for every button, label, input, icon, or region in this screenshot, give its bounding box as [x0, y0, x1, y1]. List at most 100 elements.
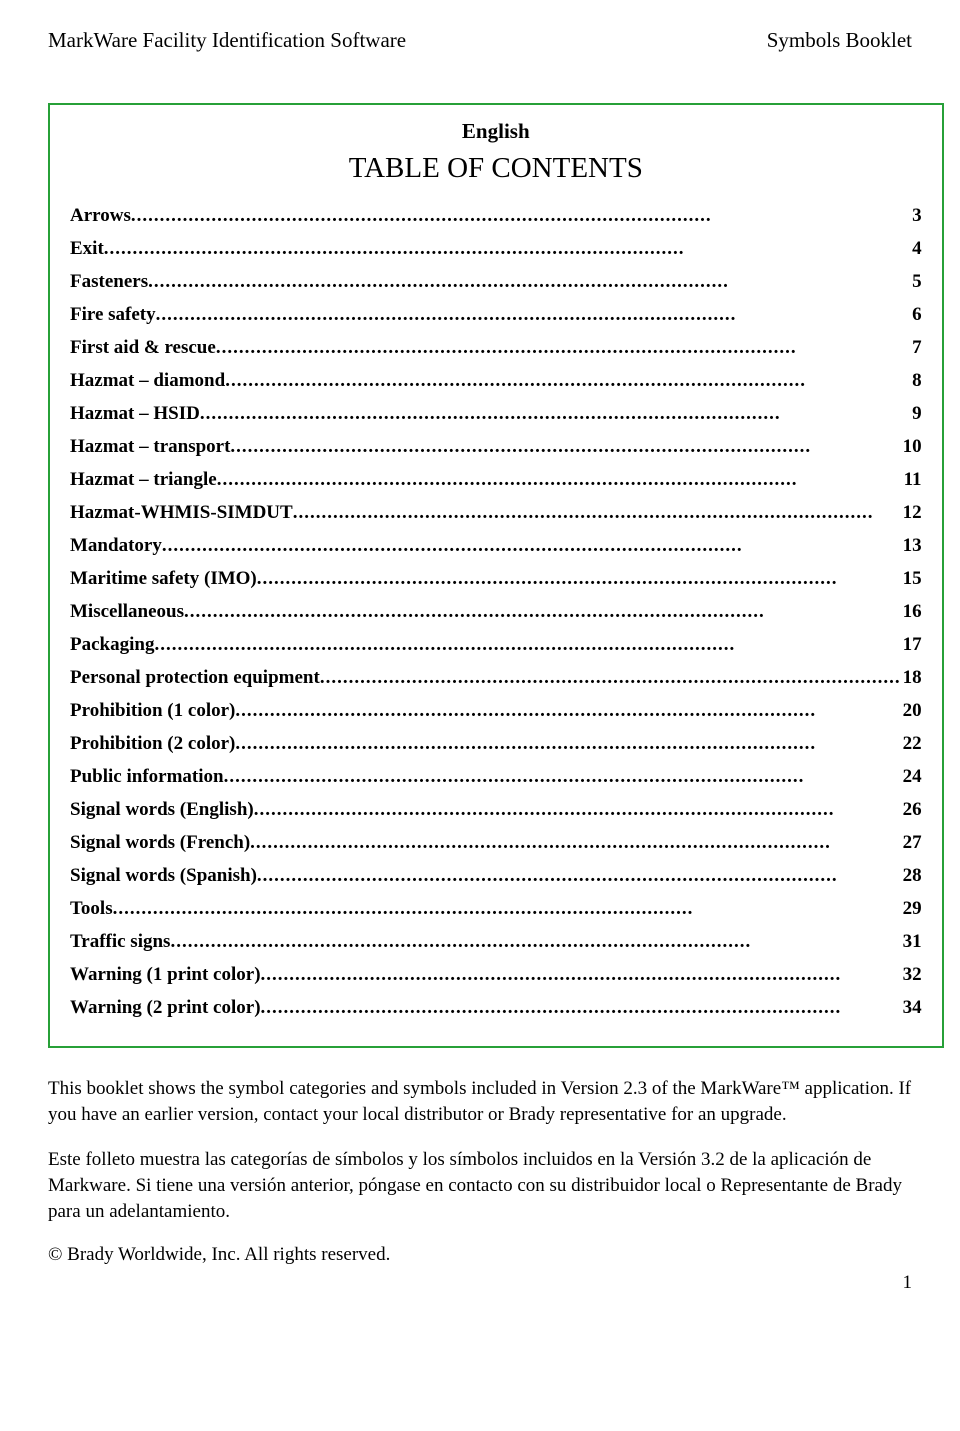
toc-columns: English TABLE OF CONTENTS Arrows 3 Exit … — [48, 103, 912, 1048]
toc-entry-page: 7 — [910, 337, 922, 359]
toc-entry-label: Hazmat – transport — [70, 436, 230, 458]
toc-entry: Arrows 3 — [70, 205, 922, 227]
toc-dots — [216, 337, 910, 359]
toc-dots — [200, 403, 910, 425]
page-number: 1 — [48, 1272, 912, 1294]
toc-entry: Hazmat – diamond 8 — [70, 370, 922, 392]
toc-entry-page: 15 — [901, 568, 922, 590]
toc-entry-page: 6 — [910, 304, 922, 326]
toc-dots — [235, 700, 900, 722]
toc-entry-label: Hazmat-WHMIS-SIMDUT — [70, 502, 293, 524]
toc-dots — [225, 370, 910, 392]
toc-dots — [257, 865, 901, 887]
toc-entry-page: 31 — [901, 931, 922, 953]
toc-dots — [261, 964, 901, 986]
toc-entry-label: First aid & rescue — [70, 337, 216, 359]
toc-entry-page: 26 — [901, 799, 922, 821]
toc-english-entries: Arrows 3 Exit 4 Fasteners 5 Fire safety … — [70, 205, 922, 1019]
toc-entry-page: 10 — [901, 436, 922, 458]
toc-dots — [184, 601, 901, 623]
toc-entry: First aid & rescue 7 — [70, 337, 922, 359]
toc-entry-label: Traffic signs — [70, 931, 170, 953]
toc-entry-label: Arrows — [70, 205, 131, 227]
toc-entry: Public information 24 — [70, 766, 922, 788]
toc-entry-label: Public information — [70, 766, 224, 788]
toc-entry-label: Hazmat – diamond — [70, 370, 225, 392]
toc-dots — [293, 502, 901, 524]
toc-dots — [235, 733, 900, 755]
toc-entry-page: 20 — [901, 700, 922, 722]
footer-paragraph-en: This booklet shows the symbol categories… — [48, 1076, 912, 1127]
toc-entry-label: Hazmat – HSID — [70, 403, 200, 425]
page-header: MarkWare Facility Identification Softwar… — [48, 28, 912, 53]
toc-entry-page: 28 — [901, 865, 922, 887]
toc-dots — [320, 667, 901, 689]
toc-entry-page: 8 — [910, 370, 922, 392]
toc-entry-page: 32 — [901, 964, 922, 986]
toc-entry-label: Hazmat – triangle — [70, 469, 217, 491]
toc-entry: Fasteners 5 — [70, 271, 922, 293]
toc-entry-page: 9 — [910, 403, 922, 425]
toc-dots — [261, 997, 901, 1019]
toc-entry: Traffic signs 31 — [70, 931, 922, 953]
toc-entry-label: Prohibition (2 color) — [70, 733, 235, 755]
toc-entry-page: 27 — [901, 832, 922, 854]
toc-entry-label: Signal words (Spanish) — [70, 865, 257, 887]
toc-entry: Warning (2 print color) 34 — [70, 997, 922, 1019]
toc-entry: Tools 29 — [70, 898, 922, 920]
toc-entry: Signal words (English) 26 — [70, 799, 922, 821]
toc-entry-label: Miscellaneous — [70, 601, 184, 623]
toc-entry: Prohibition (2 color) 22 — [70, 733, 922, 755]
toc-entry: Hazmat-WHMIS-SIMDUT 12 — [70, 502, 922, 524]
header-right: Symbols Booklet — [767, 28, 912, 53]
toc-entry-label: Signal words (English) — [70, 799, 254, 821]
toc-entry-page: 17 — [901, 634, 922, 656]
toc-entry-label: Fire safety — [70, 304, 156, 326]
toc-entry-label: Personal protection equipment — [70, 667, 320, 689]
toc-entry: Hazmat – transport 10 — [70, 436, 922, 458]
toc-english-title: TABLE OF CONTENTS — [70, 152, 922, 185]
toc-entry: Mandatory 13 — [70, 535, 922, 557]
toc-dots — [104, 238, 910, 260]
toc-entry-page: 29 — [901, 898, 922, 920]
toc-entry-page: 18 — [901, 667, 922, 689]
toc-entry-page: 11 — [902, 469, 922, 491]
toc-entry-page: 24 — [901, 766, 922, 788]
toc-dots — [254, 799, 901, 821]
toc-entry-page: 13 — [901, 535, 922, 557]
toc-entry-label: Packaging — [70, 634, 154, 656]
toc-entry: Personal protection equipment 18 — [70, 667, 922, 689]
toc-dots — [154, 634, 900, 656]
toc-entry: Hazmat – HSID 9 — [70, 403, 922, 425]
toc-entry-label: Exit — [70, 238, 104, 260]
toc-entry-label: Warning (1 print color) — [70, 964, 261, 986]
toc-dots — [162, 535, 901, 557]
toc-entry: Miscellaneous 16 — [70, 601, 922, 623]
toc-entry-page: 3 — [910, 205, 922, 227]
toc-entry-page: 12 — [901, 502, 922, 524]
toc-dots — [113, 898, 901, 920]
toc-dots — [257, 568, 901, 590]
toc-dots — [224, 766, 901, 788]
toc-entry: Exit 4 — [70, 238, 922, 260]
footer-paragraph-es: Este folleto muestra las categorías de s… — [48, 1147, 912, 1224]
toc-entry: Hazmat – triangle 11 — [70, 469, 922, 491]
toc-entry: Signal words (French) 27 — [70, 832, 922, 854]
toc-dots — [217, 469, 902, 491]
toc-dots — [230, 436, 900, 458]
toc-entry: Prohibition (1 color) 20 — [70, 700, 922, 722]
toc-entry: Warning (1 print color) 32 — [70, 964, 922, 986]
toc-dots — [131, 205, 910, 227]
toc-entry-page: 16 — [901, 601, 922, 623]
toc-english: English TABLE OF CONTENTS Arrows 3 Exit … — [48, 103, 944, 1048]
toc-entry-label: Signal words (French) — [70, 832, 250, 854]
toc-entry-label: Mandatory — [70, 535, 162, 557]
toc-dots — [156, 304, 910, 326]
toc-entry-page: 22 — [901, 733, 922, 755]
toc-dots — [148, 271, 910, 293]
copyright-text: © Brady Worldwide, Inc. All rights reser… — [48, 1244, 912, 1266]
toc-entry-label: Warning (2 print color) — [70, 997, 261, 1019]
toc-entry: Packaging 17 — [70, 634, 922, 656]
toc-entry: Fire safety 6 — [70, 304, 922, 326]
toc-entry: Maritime safety (IMO) 15 — [70, 568, 922, 590]
